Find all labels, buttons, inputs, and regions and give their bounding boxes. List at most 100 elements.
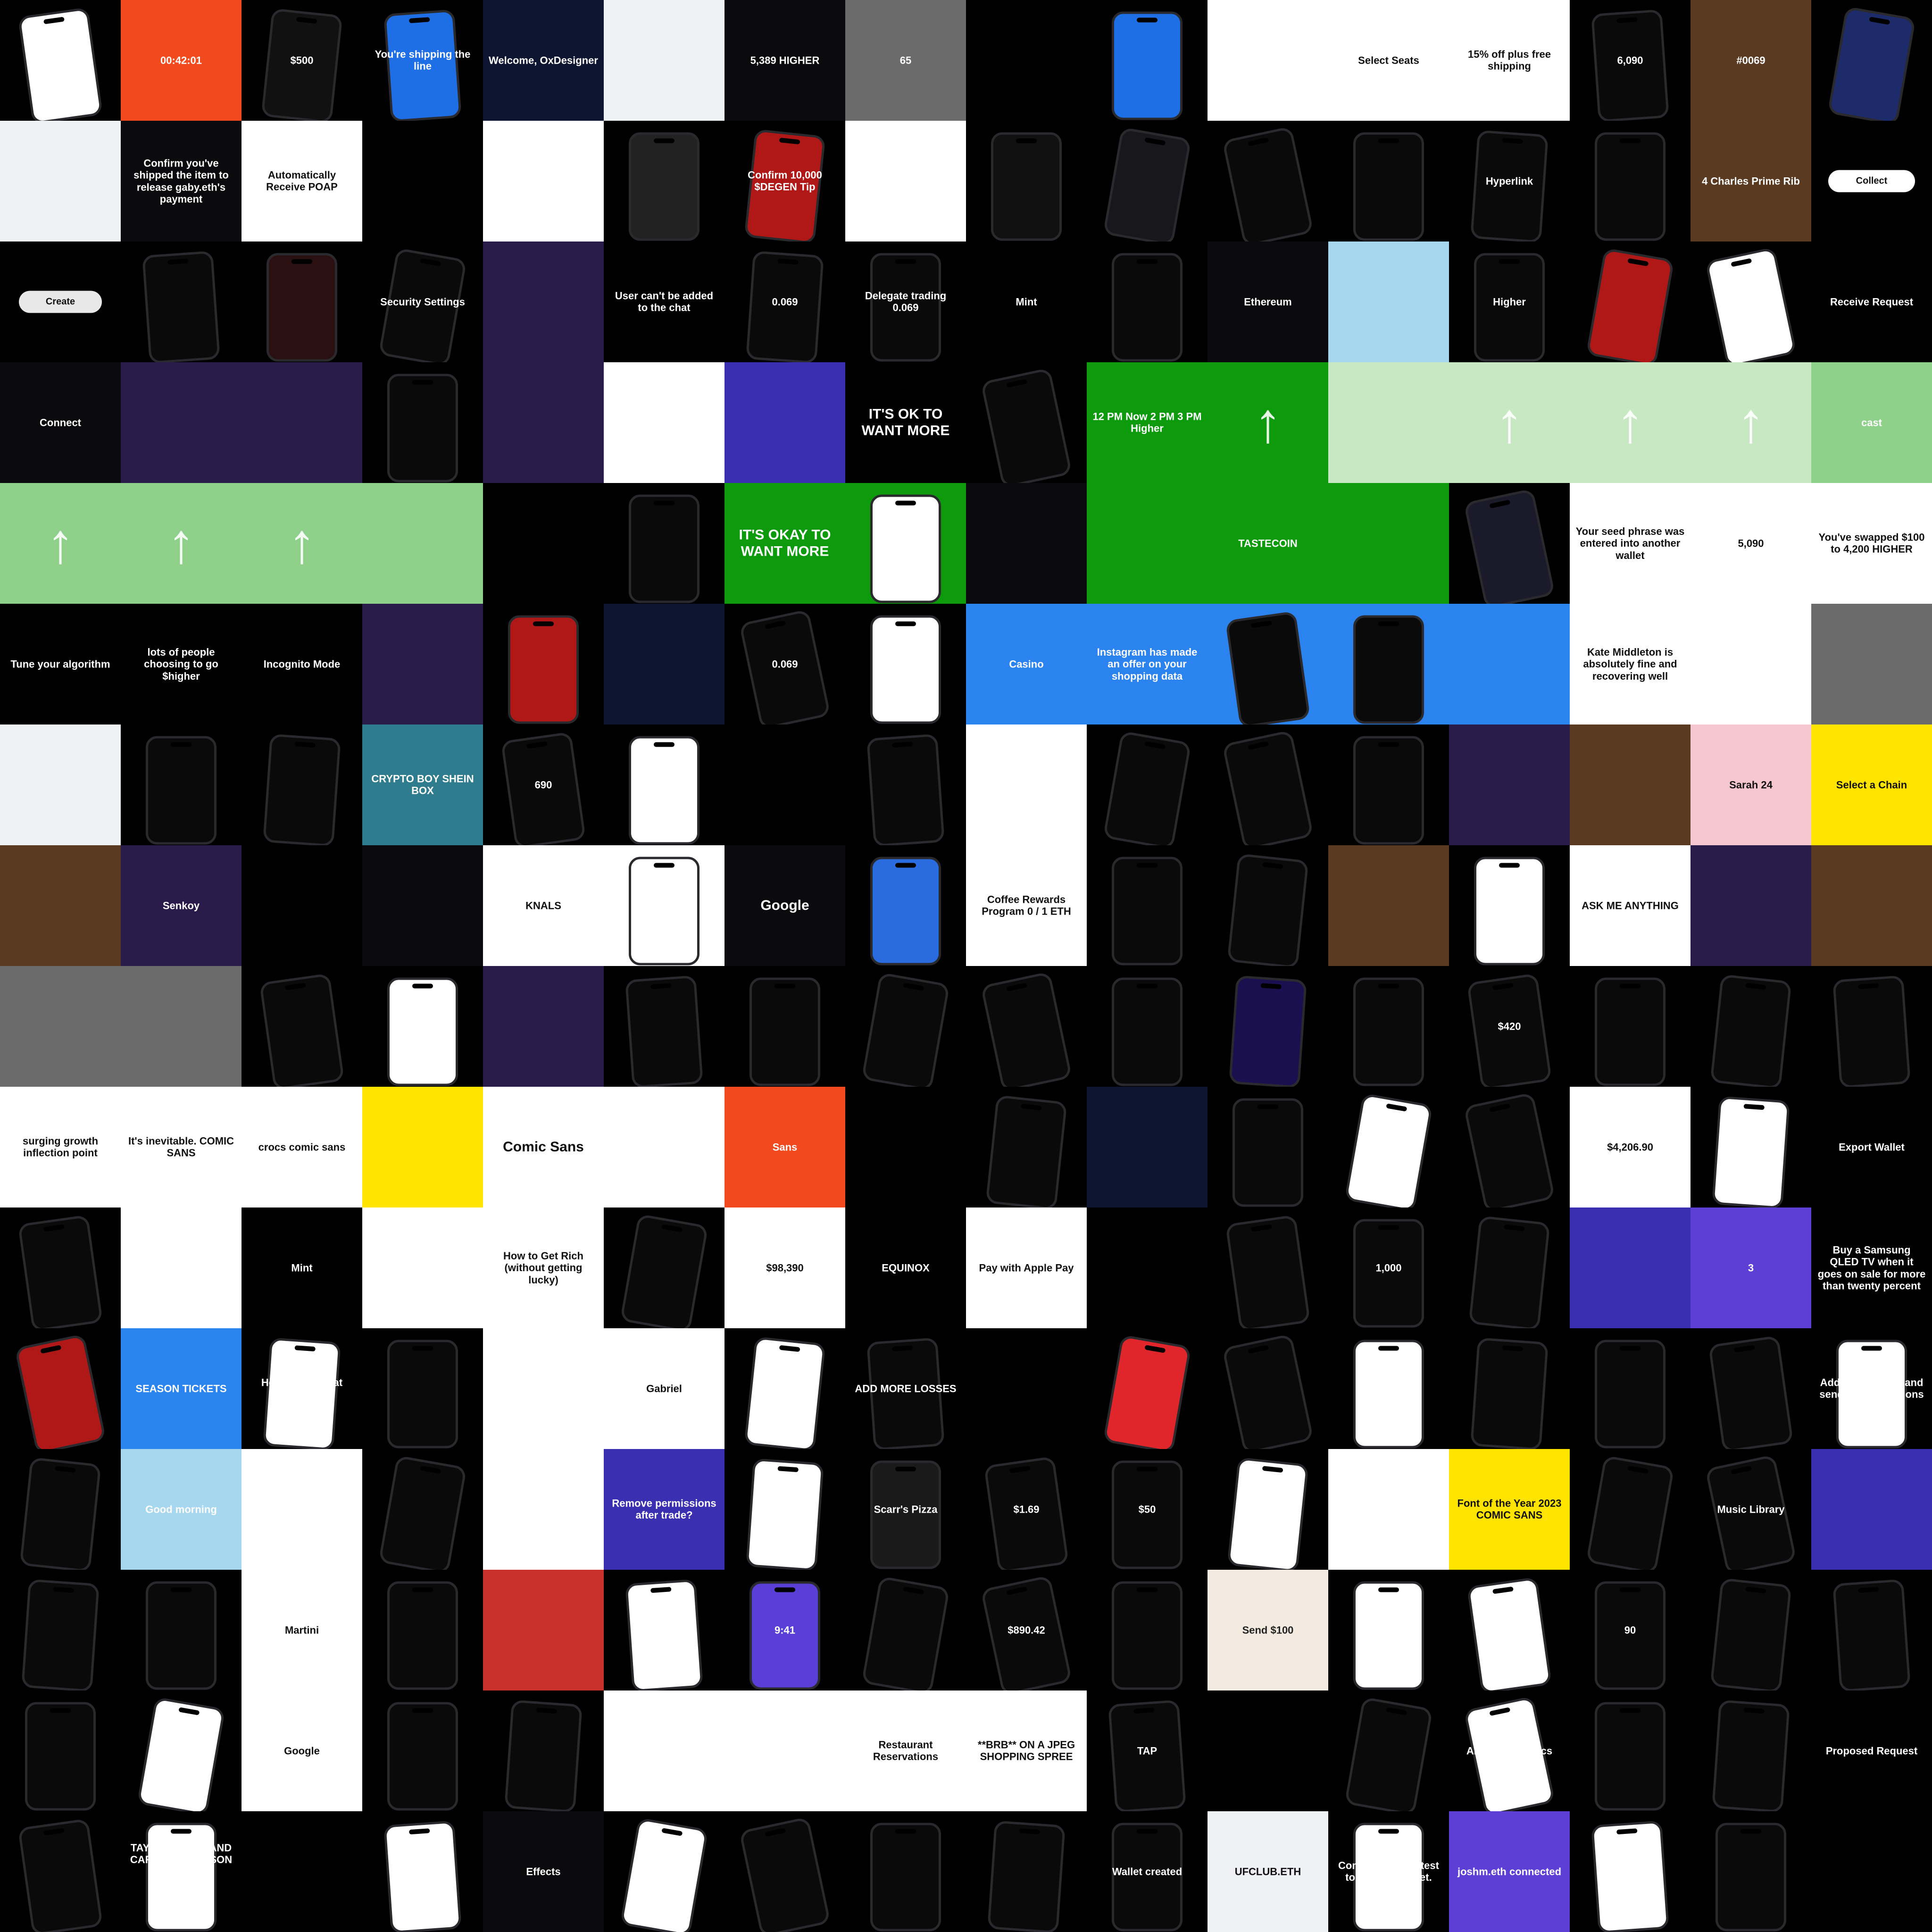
mosaic-tile: $50	[1087, 1449, 1208, 1570]
mosaic-tile	[121, 966, 242, 1087]
phone-mockup	[1353, 615, 1424, 724]
mosaic-tile: EQUINOX	[845, 1208, 966, 1328]
mosaic-tile	[1570, 1811, 1690, 1932]
tile-caption: crocs comic sans	[258, 1141, 346, 1153]
phone-mockup	[861, 972, 950, 1087]
mosaic-tile	[1811, 966, 1932, 1087]
tile-caption: Comic Sans	[503, 1139, 584, 1155]
mosaic-tile	[1570, 1328, 1690, 1449]
phone-mockup	[1222, 730, 1314, 845]
phone-mockup	[1112, 1581, 1183, 1690]
mosaic-tile: 1,000	[1328, 1208, 1449, 1328]
mosaic-tile: Kate Middleton is absolutely fine and re…	[1570, 604, 1690, 724]
mosaic-tile	[1208, 604, 1328, 724]
mosaic-tile: It's inevitable. COMIC SANS	[121, 1087, 242, 1208]
mosaic-tile	[0, 121, 121, 242]
tile-caption: TASTECOIN	[1238, 537, 1298, 550]
phone-mockup	[1595, 977, 1666, 1086]
phone-mockup	[1112, 857, 1183, 966]
mosaic-tile: $98,390	[724, 1208, 845, 1328]
up-arrow-icon: ↑	[1616, 391, 1644, 454]
mosaic-tile: Tune your algorithm	[0, 604, 121, 724]
mosaic-tile	[362, 845, 483, 966]
up-arrow-icon: ↑	[1254, 391, 1282, 454]
phone-mockup	[1463, 488, 1556, 604]
tile-button[interactable]: Create	[19, 291, 102, 313]
mosaic-tile	[1690, 604, 1811, 724]
mosaic-tile	[604, 483, 724, 604]
phone-mockup	[1474, 253, 1545, 362]
mosaic-tile	[1087, 966, 1208, 1087]
tile-caption: $1.69	[1013, 1503, 1040, 1516]
phone-mockup	[1103, 731, 1191, 845]
mosaic-tile	[845, 724, 966, 845]
mosaic-tile	[604, 362, 724, 483]
tile-caption: surging growth inflection point	[22, 1135, 99, 1159]
tile-caption: Receive Request	[1830, 296, 1914, 308]
mosaic-tile: Buy a Samsung QLED TV when it goes on sa…	[1811, 1208, 1932, 1328]
phone-mockup	[1229, 975, 1307, 1087]
mosaic-tile	[483, 483, 604, 604]
phone-mockup	[1344, 1697, 1433, 1811]
phone-mockup	[1832, 975, 1911, 1087]
phone-mockup	[1832, 1579, 1911, 1690]
mosaic-tile: Restaurant Reservations	[845, 1690, 966, 1811]
mosaic-tile	[845, 966, 966, 1087]
tile-caption: joshm.eth connected	[1457, 1865, 1562, 1878]
mosaic-tile	[1328, 483, 1449, 604]
mosaic-tile	[1811, 604, 1932, 724]
mosaic-tile: ↑	[0, 483, 121, 604]
phone-mockup	[1232, 1098, 1303, 1207]
mosaic-tile	[1328, 121, 1449, 242]
mosaic-tile: ↑	[121, 483, 242, 604]
up-arrow-icon: ↑	[1737, 391, 1765, 454]
tile-caption: Sans	[772, 1141, 798, 1153]
tile-caption: 1,000	[1375, 1262, 1402, 1274]
phone-mockup	[870, 1460, 941, 1569]
mosaic-tile: User can't be added to the chat	[604, 242, 724, 362]
mosaic-tile: $890.42	[966, 1570, 1087, 1690]
mosaic-tile	[362, 1811, 483, 1932]
up-arrow-icon: ↑	[46, 512, 75, 575]
mosaic-tile	[1208, 1208, 1328, 1328]
phone-mockup	[1112, 1460, 1183, 1569]
mosaic-tile	[0, 724, 121, 845]
mosaic-tile	[1690, 1570, 1811, 1690]
mosaic-tile: Sarah 24	[1690, 724, 1811, 845]
phone-mockup	[17, 1215, 103, 1328]
phone-mockup	[17, 1818, 103, 1932]
phone-mockup	[625, 1579, 703, 1690]
phone-mockup	[1827, 6, 1916, 121]
mosaic-tile: UFCLUB.ETH	[1208, 1811, 1328, 1932]
mosaic-tile: Proposed Request	[1811, 1690, 1932, 1811]
tile-caption: Font of the Year 2023 COMIC SANS	[1457, 1497, 1562, 1521]
mosaic-tile	[0, 966, 121, 1087]
mosaic-tile: cast	[1811, 362, 1932, 483]
mosaic-tile	[845, 845, 966, 966]
mosaic-tile	[483, 121, 604, 242]
phone-mockup	[980, 971, 1073, 1087]
phone-mockup	[1227, 853, 1309, 966]
tile-caption: Your seed phrase was entered into anothe…	[1575, 525, 1685, 561]
tile-caption: Higher	[1493, 296, 1526, 308]
mosaic-tile	[1690, 1328, 1811, 1449]
mosaic-tile	[845, 1811, 966, 1932]
tile-button[interactable]: Collect	[1828, 170, 1915, 192]
phone-mockup	[1474, 857, 1545, 966]
tile-caption: 5,090	[1738, 537, 1764, 550]
tile-caption: Hyperlink	[1485, 175, 1533, 187]
mosaic-tile	[1328, 724, 1449, 845]
phone-mockup	[987, 1820, 1066, 1932]
mosaic-tile	[1328, 845, 1449, 966]
mosaic-tile: Complete the IQ test to create a wallet.	[1328, 1811, 1449, 1932]
tile-caption: Buy a Samsung QLED TV when it goes on sa…	[1817, 1244, 1926, 1292]
phone-mockup	[620, 1817, 708, 1932]
phone-mockup	[1595, 132, 1666, 241]
phone-mockup	[1712, 1096, 1790, 1208]
mosaic-tile	[362, 362, 483, 483]
mosaic-tile	[0, 1328, 121, 1449]
tile-caption: Security Settings	[380, 296, 465, 308]
mosaic-tile	[845, 483, 966, 604]
phone-mockup	[259, 973, 345, 1087]
